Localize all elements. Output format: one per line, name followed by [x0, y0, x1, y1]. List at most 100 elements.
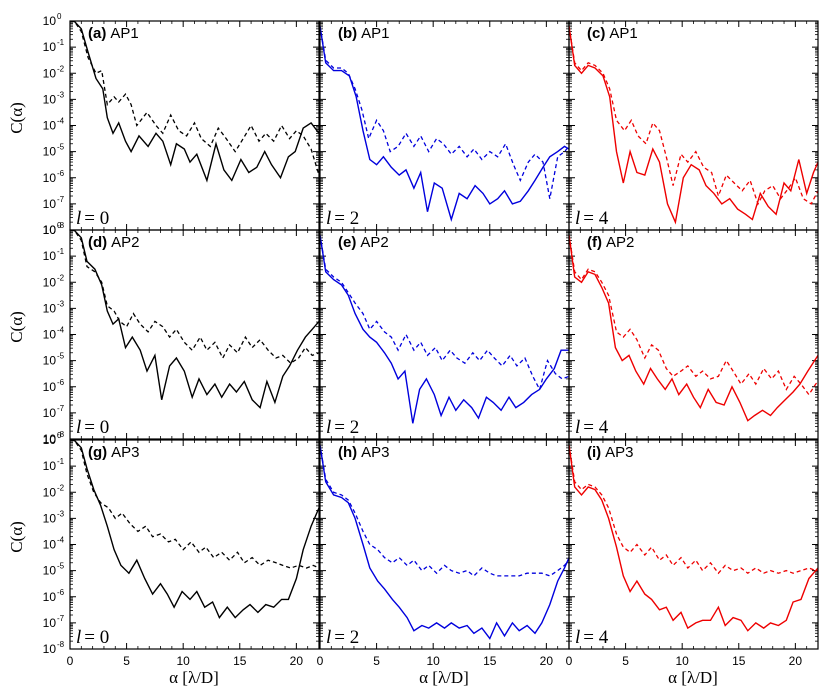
y-tick-label: 10 — [43, 223, 57, 237]
charge-symbol: l — [326, 208, 331, 229]
panel-frame — [568, 439, 819, 650]
y-tick-exponent: -4 — [57, 326, 65, 335]
series-dashed-line — [569, 235, 818, 396]
y-tick-exponent: -7 — [57, 404, 65, 413]
x-tick-label: 5 — [373, 654, 380, 668]
panel-g: 10 010 -110 -210 -310 -410 -510 -610 -710 -80 5 10 1… — [43, 431, 320, 668]
panel-apodizer: AP2 — [606, 234, 634, 251]
panel-label: (i) AP3 — [587, 444, 634, 461]
series-solid-line — [320, 235, 569, 424]
series-solid-line — [569, 445, 818, 632]
panel-e: (e) AP2 l = 2 — [319, 229, 570, 440]
panel-label: (c) AP1 — [587, 25, 638, 42]
charge-label: l = 0 — [76, 208, 109, 229]
charge-value: = 4 — [583, 208, 608, 229]
y-tick-exponent: -2 — [57, 483, 65, 492]
panel-label: (h) AP3 — [338, 444, 390, 461]
y-tick-label: 10 — [43, 301, 57, 315]
y-tick-exponent: -7 — [57, 614, 65, 623]
panel-frame — [319, 20, 570, 231]
y-tick-label: 10 — [43, 40, 57, 54]
y-tick-label: 10 — [43, 459, 57, 473]
panel-b: (b) AP1 l = 2 — [319, 20, 570, 231]
charge-symbol: l — [575, 627, 580, 648]
panel-apodizer: AP2 — [360, 234, 388, 251]
panel-letter: (a) — [88, 25, 106, 42]
labels-layer: C(α) C(α) C(α) α [λ/D] α [λ/D] α [λ/D] — [7, 102, 718, 687]
panel-label: (e) AP2 — [338, 234, 389, 251]
panel-apodizer: AP3 — [605, 444, 633, 461]
charge-label: l = 2 — [326, 627, 359, 648]
ylabel-row-3: C(α) — [7, 521, 26, 553]
panel-letter: (f) — [587, 234, 602, 251]
y-tick-label: 10 — [43, 145, 57, 159]
series-solid-line — [569, 235, 818, 422]
x-tick-label: 10 — [177, 654, 191, 668]
series-dashed-line — [320, 235, 569, 392]
xlabel-col-3: α [λ/D] — [668, 668, 718, 687]
y-tick-exponent: -2 — [57, 64, 65, 73]
panel-letter: (g) — [88, 444, 107, 461]
y-tick-label: 10 — [43, 433, 57, 447]
y-tick-label: 10 — [43, 642, 57, 656]
y-tick-label: 10 — [43, 92, 57, 106]
charge-value: = 0 — [84, 208, 109, 229]
x-tick-label: 5 — [123, 654, 130, 668]
panel-apodizer: AP1 — [609, 25, 637, 42]
x-tick-label: 15 — [233, 654, 247, 668]
ylabel-row-2: C(α) — [7, 311, 26, 343]
y-tick-label: 10 — [43, 14, 57, 28]
y-tick-exponent: -5 — [57, 143, 65, 152]
charge-symbol: l — [76, 417, 81, 438]
xlabel-col-1: α [λ/D] — [169, 668, 219, 687]
panel-c: (c) AP1 l = 4 — [568, 20, 819, 231]
y-tick-exponent: -7 — [57, 195, 65, 204]
panel-h: 0 5 10 15 20 (h) AP3 l = 2 — [317, 439, 570, 668]
charge-value: = 0 — [84, 417, 109, 438]
panel-f: (f) AP2 l = 4 — [568, 229, 819, 440]
x-tick-label: 15 — [483, 654, 497, 668]
panel-letter: (c) — [587, 25, 605, 42]
panel-label: (a) AP1 — [88, 25, 139, 42]
y-tick-exponent: -6 — [57, 588, 65, 597]
y-tick-exponent: -3 — [57, 299, 65, 308]
y-tick-label: 10 — [43, 354, 57, 368]
x-tick-label: 15 — [732, 654, 746, 668]
y-tick-exponent: -5 — [57, 352, 65, 361]
panel-label: (g) AP3 — [88, 444, 140, 461]
panel-apodizer: AP1 — [361, 25, 389, 42]
charge-label: l = 4 — [575, 627, 609, 648]
y-tick-label: 10 — [43, 66, 57, 80]
y-tick-exponent: 0 — [57, 431, 62, 440]
charge-value: = 2 — [334, 208, 359, 229]
panel-label: (d) AP2 — [88, 234, 140, 251]
panel-frame — [69, 20, 320, 231]
panel-letter: (i) — [587, 444, 601, 461]
charge-value: = 0 — [84, 627, 109, 648]
charge-symbol: l — [575, 417, 580, 438]
panel-label: (f) AP2 — [587, 234, 634, 251]
panel-apodizer: AP2 — [111, 234, 139, 251]
panel-letter: (d) — [88, 234, 107, 251]
panel-i: 0 5 10 15 20 (i) AP3 l = 4 — [566, 439, 819, 668]
panel-letter: (b) — [338, 25, 357, 42]
series-solid-line — [320, 26, 569, 222]
series-dashed-line — [320, 445, 569, 577]
y-tick-label: 10 — [43, 511, 57, 525]
y-tick-exponent: -6 — [57, 378, 65, 387]
charge-label: l = 2 — [326, 208, 359, 229]
y-tick-label: 10 — [43, 380, 57, 394]
panel-letter: (h) — [338, 444, 357, 461]
x-tick-label: 20 — [789, 654, 803, 668]
y-tick-label: 10 — [43, 564, 57, 578]
y-tick-exponent: -3 — [57, 509, 65, 518]
y-tick-label: 10 — [43, 223, 57, 237]
y-tick-exponent: -3 — [57, 90, 65, 99]
panel-frame — [319, 439, 570, 650]
panel-apodizer: AP3 — [111, 444, 139, 461]
series-dashed-line — [569, 26, 818, 206]
series-solid-line — [70, 230, 319, 409]
charge-label: l = 0 — [76, 627, 109, 648]
